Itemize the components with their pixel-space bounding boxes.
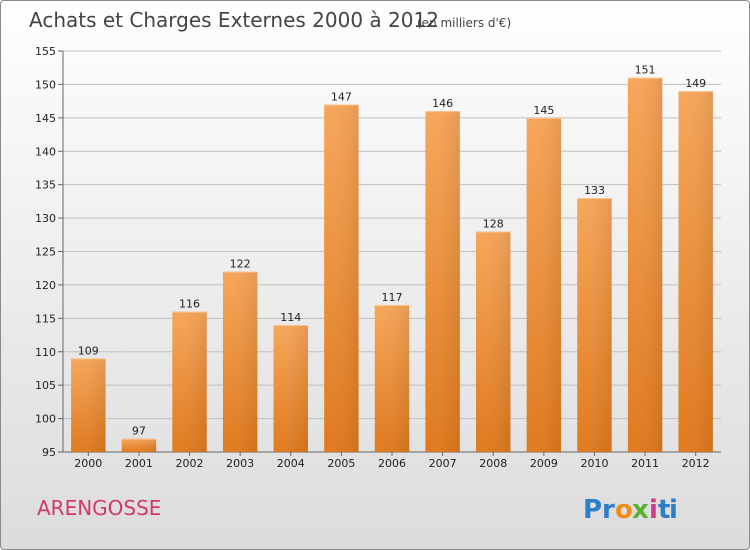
bar-value-label: 128	[483, 217, 504, 230]
y-tick-label: 125	[35, 246, 56, 259]
bar-shade	[324, 104, 359, 452]
bar-value-label: 122	[230, 258, 251, 271]
logo-letter: x	[632, 495, 649, 525]
bar-shade	[374, 304, 410, 452]
bar-shade	[172, 311, 207, 452]
y-tick-label: 130	[35, 212, 56, 225]
bar-shade	[273, 325, 308, 452]
logo-letter: i	[669, 495, 678, 525]
bar-shade	[476, 231, 511, 452]
bar-value-label: 146	[432, 97, 453, 110]
y-tick-label: 115	[35, 312, 56, 325]
y-tick-label: 100	[35, 413, 56, 426]
x-tick-label: 2010	[580, 457, 608, 470]
bar-value-label: 151	[635, 64, 656, 77]
logo-letter: r	[602, 495, 615, 525]
y-tick-label: 105	[35, 379, 56, 392]
bar-shade	[627, 77, 663, 452]
bar-shade	[71, 358, 106, 452]
bar-value-label: 133	[584, 184, 605, 197]
y-tick-label: 150	[35, 78, 56, 91]
y-tick-label: 140	[35, 145, 56, 158]
x-tick-label: 2007	[429, 457, 457, 470]
bar-value-label: 145	[533, 104, 554, 117]
x-tick-label: 2003	[226, 457, 254, 470]
x-tick-label: 2005	[327, 457, 355, 470]
x-tick-label: 2000	[74, 457, 102, 470]
x-tick-label: 2006	[378, 457, 406, 470]
bar-shade	[577, 198, 612, 452]
chart-subtitle: (en milliers d'€)	[417, 16, 511, 30]
bar-shade	[121, 438, 157, 452]
x-tick-label: 2001	[125, 457, 153, 470]
bar-value-label: 149	[685, 77, 706, 90]
bar-shade	[425, 111, 460, 453]
logo-letter: P	[583, 495, 602, 525]
y-tick-label: 95	[42, 446, 56, 459]
x-tick-label: 2009	[530, 457, 558, 470]
y-tick-label: 110	[35, 346, 56, 359]
bar-shade	[678, 91, 713, 452]
bar-value-label: 114	[280, 311, 301, 324]
y-tick-label: 135	[35, 179, 56, 192]
logo-letter: t	[658, 495, 670, 525]
value-labels: 109 97 116 122 114 147 117 146 128 145 133 151 149	[78, 64, 706, 438]
bar-value-label: 117	[382, 291, 403, 304]
x-tick-label: 2002	[176, 457, 204, 470]
logo-letter: i	[649, 495, 658, 525]
bar-value-label: 116	[179, 298, 200, 311]
bar-shade	[526, 117, 562, 452]
y-tick-label: 145	[35, 112, 56, 125]
chart-title: Achats et Charges Externes 2000 à 2012	[29, 8, 439, 32]
logo-letter: o	[615, 495, 633, 525]
x-tick-label: 2011	[631, 457, 659, 470]
bar-value-label: 109	[78, 344, 99, 357]
commune-name: ARENGOSSE	[37, 496, 161, 520]
bar-value-label: 147	[331, 90, 352, 103]
bar-shade	[222, 271, 258, 452]
bars	[71, 77, 713, 453]
x-tick-label: 2004	[277, 457, 305, 470]
x-tick-label: 2008	[479, 457, 507, 470]
x-tick-label: 2012	[682, 457, 710, 470]
y-tick-label: 155	[35, 45, 56, 58]
y-tick-label: 120	[35, 279, 56, 292]
bar-value-label: 97	[132, 425, 146, 438]
